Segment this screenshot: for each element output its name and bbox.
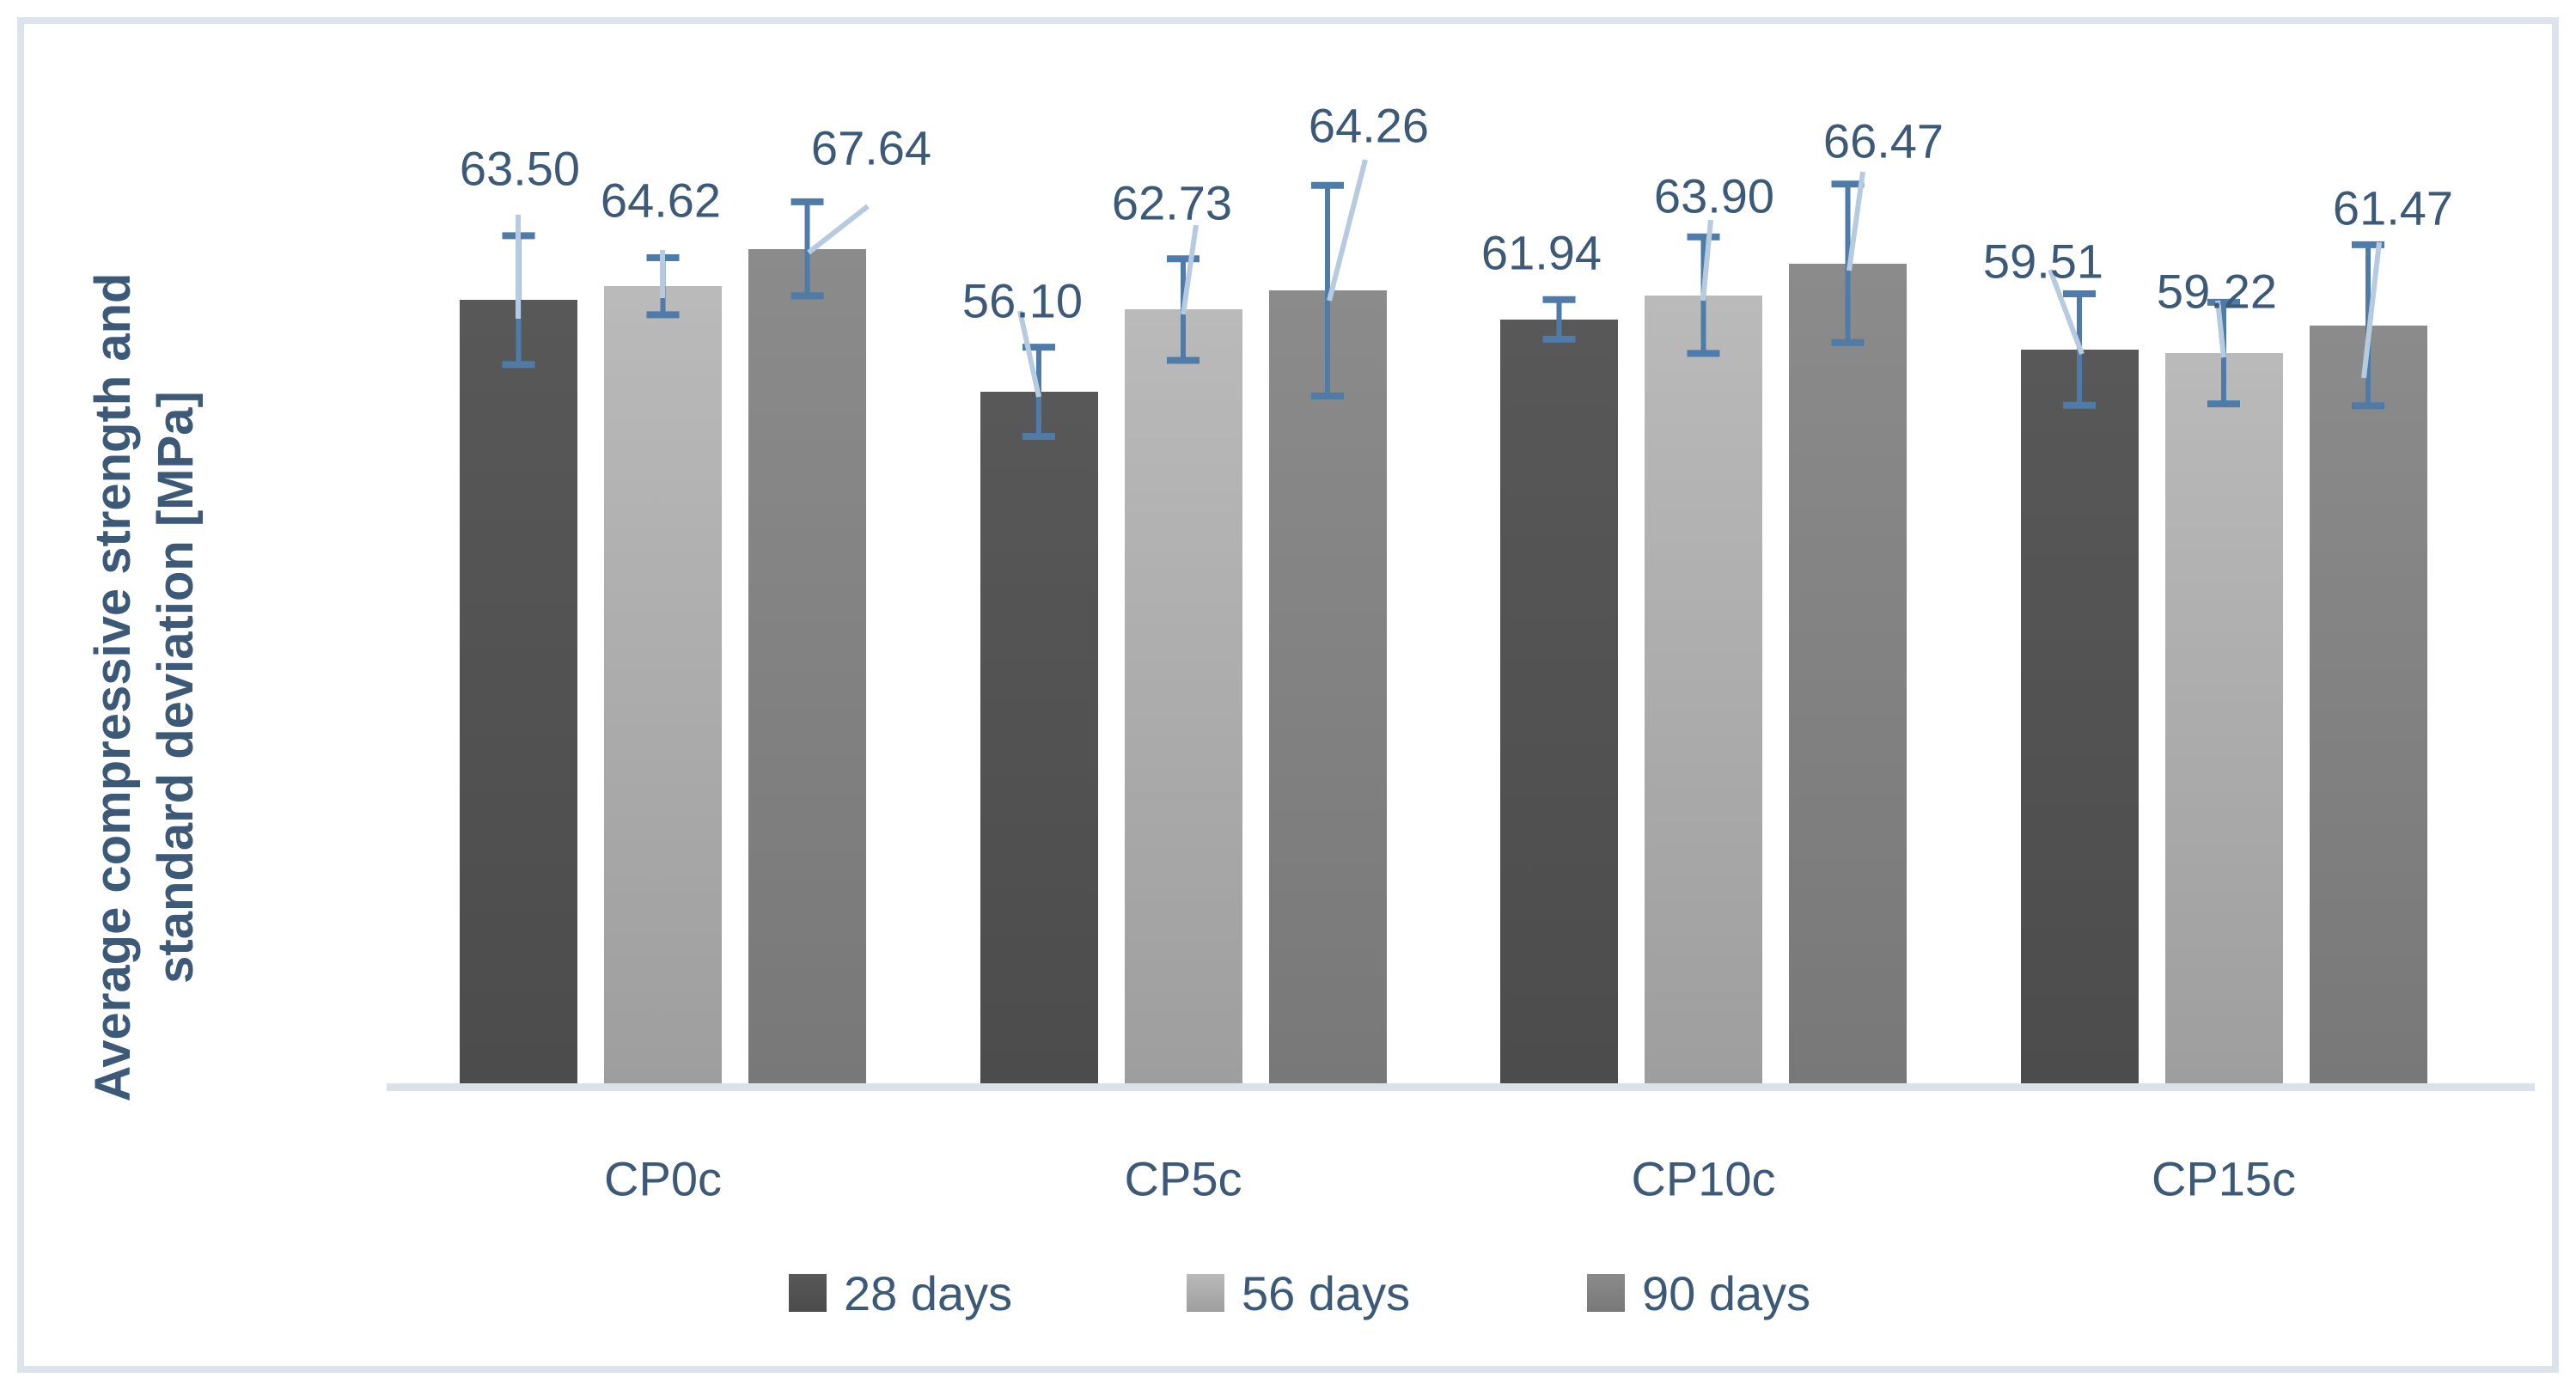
y-axis-title-line1: Average compressive strength and: [85, 272, 141, 1102]
y-axis-title: Average compressive strength and standar…: [82, 77, 207, 1297]
bar-CP10c-90-days: [1789, 263, 1907, 1087]
y-axis-title-line2: standard deviation [MPa]: [148, 391, 204, 984]
x-axis-line: [387, 1083, 2535, 1091]
category-label-CP15c: CP15c: [2151, 1151, 2297, 1206]
data-label-CP5c-56-days: 62.73: [1111, 175, 1233, 230]
data-label-CP0c-56-days: 64.62: [600, 173, 722, 228]
legend-item-28-days: 28 days: [789, 1263, 1012, 1323]
data-label-CP10c-28-days: 61.94: [1480, 225, 1602, 280]
legend-label-56-days: 56 days: [1242, 1265, 1411, 1320]
category-label-CP10c: CP10c: [1631, 1151, 1776, 1206]
legend-swatch-90-days: [1587, 1274, 1625, 1312]
category-label-CP0c: CP0c: [604, 1151, 722, 1206]
bar-CP0c-90-days: [748, 248, 866, 1087]
bar-CP15c-56-days: [2164, 353, 2283, 1087]
legend: 28 days 56 days 90 days: [0, 1263, 2576, 1323]
data-label-CP5c-28-days: 56.10: [961, 273, 1084, 328]
legend-item-90-days: 90 days: [1587, 1263, 1810, 1323]
data-label-CP10c-56-days: 63.90: [1653, 168, 1775, 223]
bar-CP5c-56-days: [1124, 309, 1242, 1087]
legend-swatch-28-days: [789, 1274, 827, 1312]
bar-CP10c-28-days: [1500, 319, 1618, 1087]
bar-CP0c-56-days: [604, 286, 722, 1087]
bar-CP5c-90-days: [1268, 290, 1387, 1087]
data-label-CP10c-90-days: 66.47: [1822, 113, 1944, 168]
data-label-CP15c-28-days: 59.51: [1982, 234, 2104, 289]
data-label-CP0c-90-days: 67.64: [810, 120, 932, 175]
bar-CP15c-28-days: [2020, 349, 2139, 1087]
legend-swatch-56-days: [1187, 1274, 1224, 1312]
bar-CP10c-56-days: [1645, 295, 1762, 1087]
data-label-CP5c-90-days: 64.26: [1308, 98, 1430, 153]
data-label-CP15c-90-days: 61.47: [2332, 180, 2454, 235]
bar-CP5c-28-days: [980, 392, 1098, 1087]
bar-CP0c-28-days: [460, 300, 577, 1087]
category-label-CP5c: CP5c: [1124, 1151, 1242, 1206]
data-label-CP0c-28-days: 63.50: [459, 141, 581, 196]
legend-item-56-days: 56 days: [1187, 1263, 1410, 1323]
legend-label-28-days: 28 days: [844, 1265, 1013, 1320]
bar-CP15c-90-days: [2309, 325, 2427, 1087]
data-label-CP15c-56-days: 59.22: [2156, 264, 2278, 319]
legend-label-90-days: 90 days: [1642, 1265, 1811, 1320]
